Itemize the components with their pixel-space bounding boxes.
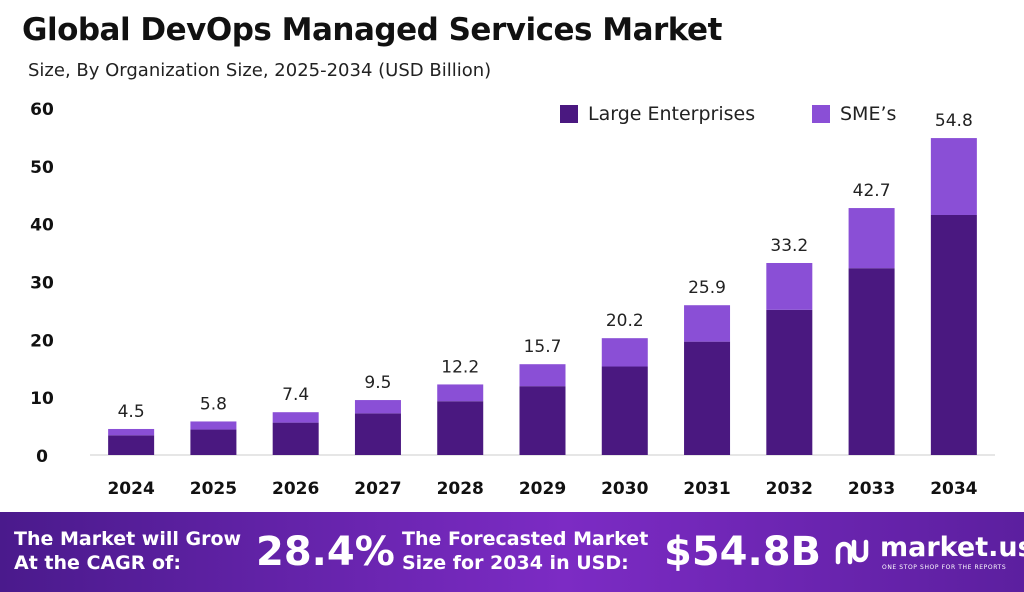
x-tick-label: 2024 [107, 479, 154, 499]
legend-item-large-enterprises: Large Enterprises [560, 103, 755, 125]
x-tick-label: 2030 [601, 479, 648, 499]
footer-banner: The Market will Grow At the CAGR of: 28.… [0, 512, 1024, 592]
bar-segment-large [601, 366, 648, 455]
x-tick-label: 2029 [519, 479, 566, 499]
legend-label-sme: SME’s [840, 103, 897, 125]
x-tick-label: 2027 [354, 479, 401, 499]
bar-segment-sme [108, 428, 155, 436]
y-tick-label: 60 [30, 100, 54, 120]
legend-item-smes: SME’s [812, 103, 896, 125]
cagr-label-line2: At the CAGR of: [14, 552, 181, 574]
bar-segment-large [930, 214, 977, 455]
forecast-label-line2: Size for 2034 in USD: [402, 552, 629, 574]
bar-total-label: 9.5 [364, 373, 391, 393]
bar-segment-sme [684, 305, 731, 342]
bar-total-label: 33.2 [770, 236, 808, 256]
legend-swatch-sme [812, 105, 830, 123]
y-tick-label: 30 [30, 274, 54, 294]
bar-segment-sme [272, 412, 319, 423]
bar-segment-sme [190, 421, 237, 430]
bar-segment-large [848, 268, 895, 455]
chart-subtitle: Size, By Organization Size, 2025-2034 (U… [28, 60, 492, 81]
bar-segment-large [354, 413, 401, 455]
y-tick-label: 40 [30, 216, 54, 236]
bar-segment-sme [848, 208, 895, 269]
y-tick-label: 20 [30, 331, 54, 351]
y-tick-label: 10 [30, 389, 54, 409]
y-tick-label: 50 [30, 158, 54, 178]
bar-segment-sme [766, 262, 813, 310]
market-us-logo-icon [835, 539, 869, 565]
bar-segment-large [437, 401, 484, 455]
bar-total-label: 54.8 [935, 111, 973, 131]
x-tick-label: 2032 [766, 479, 813, 499]
cagr-label-line1: The Market will Grow [14, 528, 242, 550]
y-tick-label: 0 [36, 447, 48, 467]
bar-segment-large [108, 435, 155, 455]
x-tick-label: 2025 [190, 479, 237, 499]
bar-segment-sme [519, 364, 566, 387]
x-tick-label: 2026 [272, 479, 319, 499]
bar-segment-large [684, 341, 731, 455]
bar-segment-large [190, 429, 237, 455]
brand-tagline: ONE STOP SHOP FOR THE REPORTS [882, 564, 1007, 571]
legend-label-large: Large Enterprises [588, 103, 756, 125]
forecast-label: The Forecasted Market Size for 2034 in U… [402, 527, 648, 575]
bar-total-label: 7.4 [282, 385, 309, 405]
bar-total-label: 4.5 [118, 402, 145, 422]
bar-segment-sme [930, 138, 977, 215]
x-tick-label: 2033 [848, 479, 895, 499]
bar-total-label: 20.2 [606, 311, 644, 331]
brand-name: market.us [880, 532, 1024, 563]
x-tick-label: 2031 [683, 479, 730, 499]
brand-logo: market.us ONE STOP SHOP FOR THE REPORTS [834, 532, 1024, 576]
legend-swatch-large [560, 105, 578, 123]
bar-total-label: 42.7 [853, 181, 891, 201]
bar-total-label: 15.7 [524, 337, 562, 357]
bar-total-label: 5.8 [200, 394, 227, 414]
forecast-label-line1: The Forecasted Market [402, 528, 649, 550]
bar-segment-sme [437, 384, 484, 402]
bar-total-label: 25.9 [688, 278, 726, 298]
bar-segment-large [519, 386, 566, 455]
forecast-value: $54.8B [664, 529, 822, 575]
bar-segment-large [272, 422, 319, 455]
cagr-label: The Market will Grow At the CAGR of: [14, 527, 241, 575]
bar-segment-sme [601, 338, 648, 367]
cagr-value: 28.4% [256, 529, 395, 575]
bar-segment-sme [354, 400, 401, 414]
bar-chart: 01020304050604.520245.820257.420269.5202… [30, 100, 995, 499]
bar-segment-large [766, 309, 813, 455]
x-tick-label: 2034 [930, 479, 977, 499]
chart-title: Global DevOps Managed Services Market [22, 12, 722, 48]
bar-total-label: 12.2 [441, 357, 479, 377]
x-tick-label: 2028 [437, 479, 484, 499]
chart-area: 0 10 20 30 40 50 60 4.5 2024 5.8 2025 7.4 2026 9.5 202… [0, 90, 1024, 510]
